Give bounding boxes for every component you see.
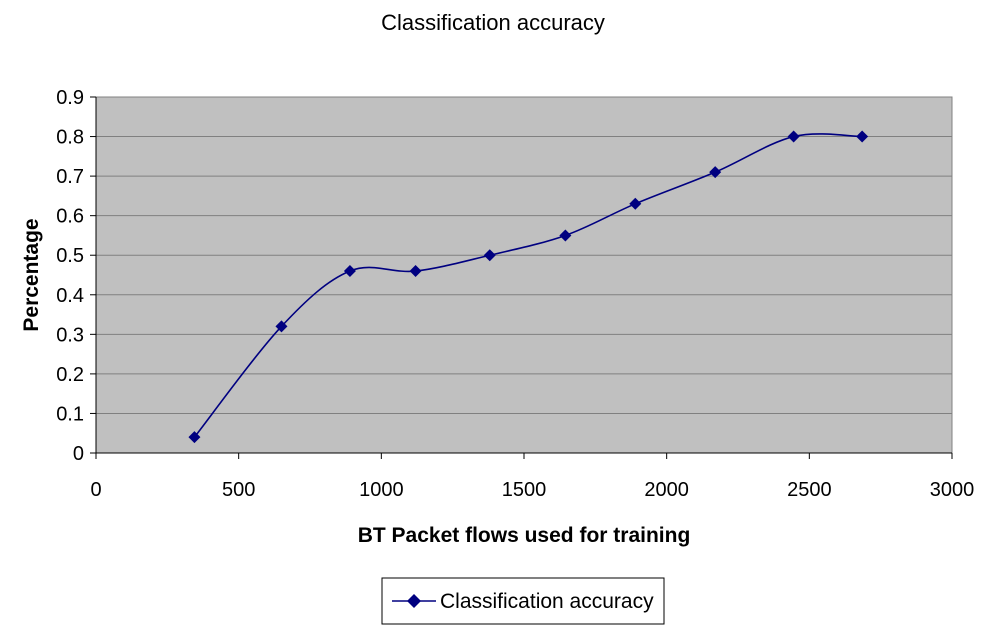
y-tick-label: 0.2 [56, 364, 84, 386]
data-point-marker [275, 320, 288, 333]
y-tick-label: 0.4 [56, 285, 84, 307]
x-tick-label: 500 [222, 479, 255, 501]
data-point-marker [559, 229, 572, 242]
x-tick-label: 1500 [502, 479, 547, 501]
axes [90, 96, 953, 459]
data-point-marker [409, 265, 422, 278]
y-tick-label: 0 [73, 443, 84, 465]
y-tick-label: 0.3 [56, 324, 84, 346]
plot-area [95, 96, 953, 454]
y-axis-title: Percentage [20, 218, 43, 331]
series-line [193, 133, 863, 438]
chart-title: Classification accuracy [381, 10, 605, 35]
data-markers [188, 130, 869, 444]
data-point-marker [787, 130, 800, 143]
data-point-marker [188, 431, 201, 444]
gridlines [96, 136, 952, 414]
y-tick-label: 0.5 [56, 245, 84, 267]
data-point-marker [629, 197, 642, 210]
data-point-marker [856, 130, 869, 143]
y-tick-label: 0.1 [56, 403, 84, 425]
y-tick-labels: 0 0.1 0.2 0.3 0.4 0.5 0.6 0.7 0.8 0.9 [56, 87, 84, 465]
x-tick-labels: 0 500 1000 1500 2000 2500 3000 [90, 479, 974, 501]
legend-marker-icon [407, 594, 421, 608]
data-point-marker [709, 166, 722, 179]
x-tick-label: 1000 [359, 479, 404, 501]
y-tick-label: 0.7 [56, 166, 84, 188]
x-tick-label: 0 [90, 479, 101, 501]
legend: Classification accuracy [381, 577, 665, 625]
x-tick-label: 2000 [644, 479, 689, 501]
data-point-marker [483, 249, 496, 262]
x-tick-label: 2500 [787, 479, 832, 501]
x-tick-label: 3000 [930, 479, 975, 501]
legend-label: Classification accuracy [440, 590, 654, 613]
y-tick-label: 0.6 [56, 206, 84, 228]
data-point-marker [343, 265, 356, 278]
x-axis-title: BT Packet flows used for training [358, 524, 691, 547]
y-tick-label: 0.9 [56, 87, 84, 109]
y-tick-label: 0.8 [56, 127, 84, 149]
